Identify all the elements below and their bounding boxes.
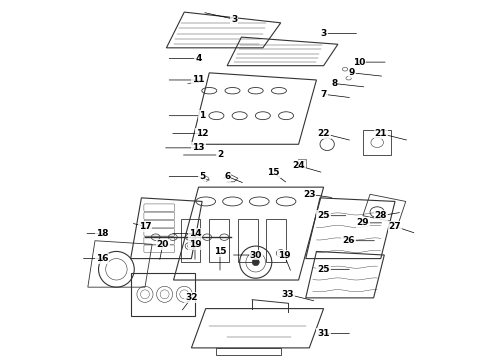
Text: 25: 25 — [318, 211, 330, 220]
Text: 21: 21 — [374, 129, 387, 138]
Text: 30: 30 — [249, 251, 262, 260]
Text: 3: 3 — [320, 29, 327, 38]
Text: 32: 32 — [185, 293, 197, 302]
Text: 15: 15 — [214, 247, 226, 256]
Text: 33: 33 — [282, 290, 294, 299]
Text: 23: 23 — [303, 190, 316, 199]
Text: 3: 3 — [231, 15, 238, 24]
Text: 29: 29 — [357, 219, 369, 228]
Text: 18: 18 — [96, 229, 108, 238]
Text: 2: 2 — [217, 150, 223, 159]
Text: 1: 1 — [199, 111, 205, 120]
Text: 17: 17 — [139, 222, 151, 231]
Text: 16: 16 — [96, 254, 108, 263]
Text: 7: 7 — [320, 90, 327, 99]
Text: 12: 12 — [196, 129, 208, 138]
Text: 15: 15 — [268, 168, 280, 177]
Text: 14: 14 — [189, 229, 201, 238]
Text: 27: 27 — [389, 222, 401, 231]
Text: 19: 19 — [189, 240, 201, 249]
Text: 22: 22 — [318, 129, 330, 138]
Text: 25: 25 — [318, 265, 330, 274]
Text: 28: 28 — [374, 211, 387, 220]
Text: 20: 20 — [157, 240, 169, 249]
Text: 13: 13 — [192, 143, 205, 152]
Text: 24: 24 — [292, 161, 305, 170]
Text: 31: 31 — [318, 329, 330, 338]
Text: 4: 4 — [196, 54, 202, 63]
Text: 19: 19 — [278, 251, 291, 260]
Ellipse shape — [252, 258, 259, 266]
Text: 8: 8 — [331, 79, 338, 88]
Text: 9: 9 — [349, 68, 355, 77]
Text: 11: 11 — [192, 76, 205, 85]
Text: 26: 26 — [343, 236, 355, 245]
Text: 10: 10 — [353, 58, 366, 67]
Text: 5: 5 — [199, 172, 205, 181]
Text: 6: 6 — [224, 172, 230, 181]
